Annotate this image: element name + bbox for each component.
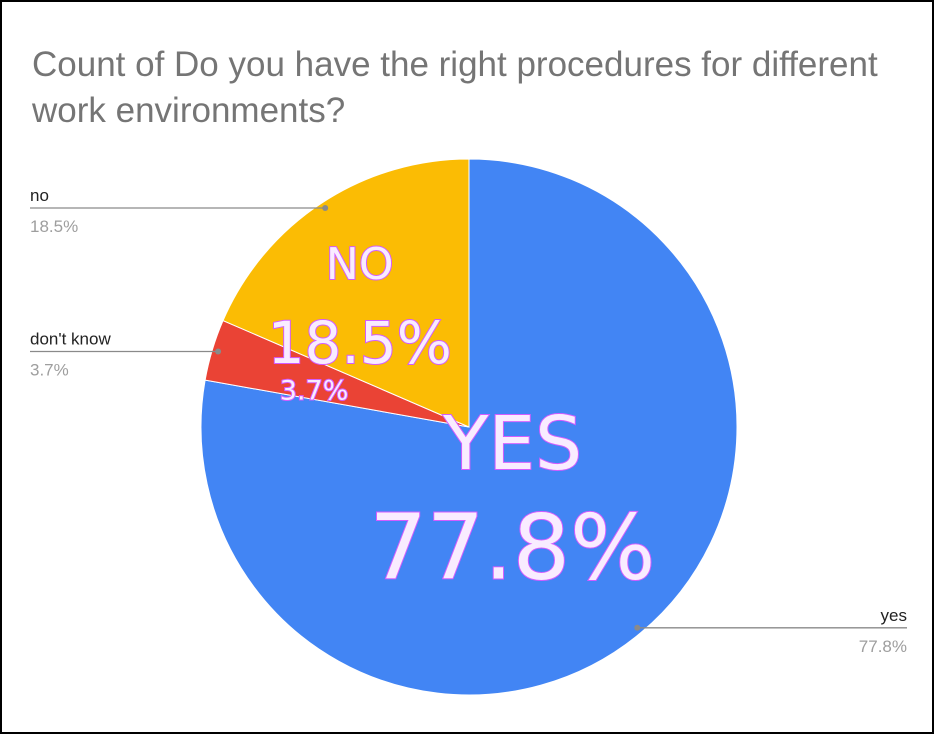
overlay-label-no-0: NO <box>326 239 394 290</box>
callout-don-t-know-value: 3.7% <box>30 361 69 380</box>
callout-yes-value: 77.8% <box>859 637 907 656</box>
callout-no-label: no <box>30 186 49 205</box>
callout-don-t-know-dot <box>215 348 222 355</box>
callout-yes-dot <box>634 624 641 631</box>
pie-slice-no <box>222 158 470 428</box>
callout-yes-label: yes <box>881 606 907 625</box>
overlay-label-no-1: 18.5% <box>268 309 452 377</box>
chart-title: Count of Do you have the right procedure… <box>32 45 878 130</box>
overlay-label-yes-0: YES <box>442 401 582 487</box>
callout-no-value: 18.5% <box>30 217 78 236</box>
callout-no-dot <box>322 205 329 211</box>
callout-don-t-know-label: don't know <box>30 330 111 349</box>
overlay-label-don-t-know-0: 3.7% <box>280 376 349 407</box>
overlay-label-yes-1: 77.8% <box>370 495 656 600</box>
